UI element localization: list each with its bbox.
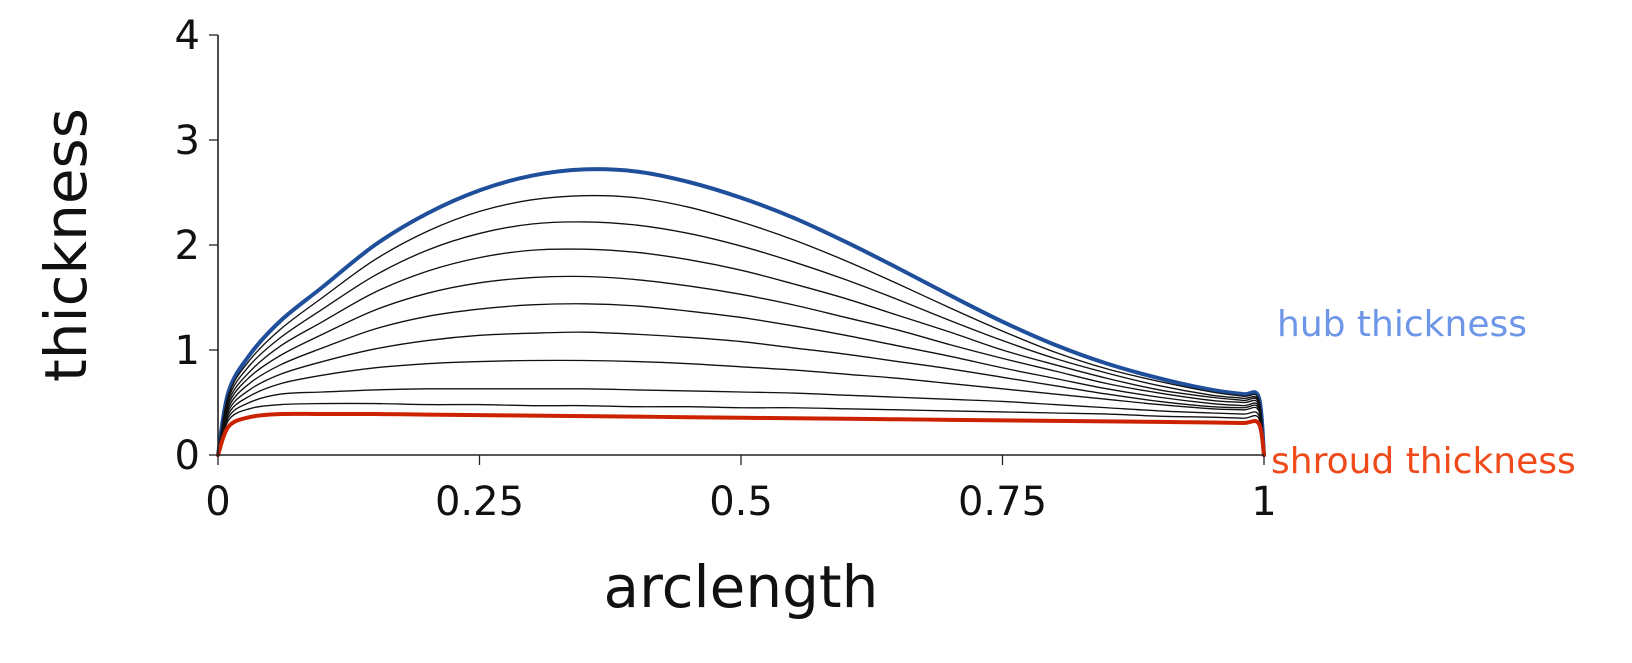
hub-thickness-label: hub thickness	[1277, 304, 1527, 345]
y-tick-label-3: 3	[175, 118, 200, 164]
shroud-thickness-label: shroud thickness	[1271, 441, 1576, 482]
y-tick-label-4: 4	[175, 13, 200, 59]
intermediate-thickness-line-6	[217, 331, 1265, 456]
intermediate-thickness-line-3	[217, 248, 1265, 456]
intermediate-thickness-line-5	[217, 303, 1265, 456]
y-tick-label-1: 1	[175, 328, 200, 374]
series-layer	[216, 167, 1266, 457]
intermediate-thickness-line-4	[217, 275, 1265, 456]
intermediate-thickness-line-9	[217, 402, 1265, 456]
x-tick-label-0.75: 0.75	[958, 479, 1047, 525]
x-axis-title: arclength	[604, 553, 879, 621]
intermediate-thickness-line-1	[217, 194, 1265, 456]
x-tick-label-0.25: 0.25	[435, 479, 524, 525]
x-tick-label-0: 0	[205, 479, 230, 525]
x-tick-label-0.5: 0.5	[709, 479, 773, 525]
x-tick-label-1: 1	[1251, 479, 1276, 525]
y-tick-label-2: 2	[175, 223, 200, 269]
ticks-layer: 0 1 2 3 4 0 0.25 0.5 0.75 1	[175, 13, 1277, 525]
intermediate-thickness-line-2	[217, 221, 1265, 456]
intermediate-thickness-line-8	[217, 388, 1265, 456]
shroud-thickness-line	[216, 411, 1266, 457]
y-tick-label-0: 0	[175, 433, 200, 479]
y-axis-title: thickness	[32, 108, 100, 382]
hub-thickness-line	[216, 167, 1266, 457]
intermediate-thickness-line-7	[217, 359, 1265, 456]
